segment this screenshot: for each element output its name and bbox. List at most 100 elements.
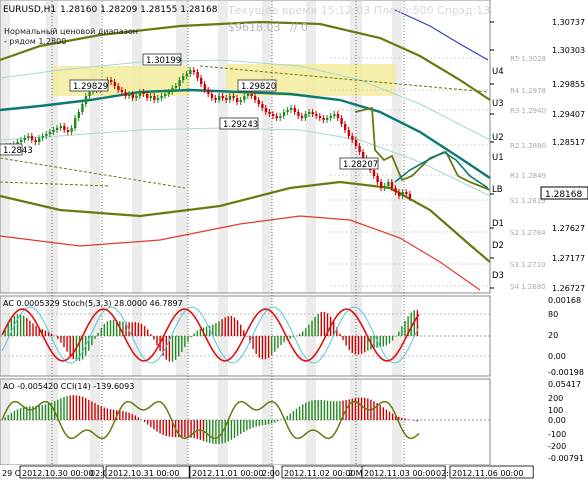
candle-body: [110, 80, 113, 82]
candle-body: [48, 132, 52, 134]
price-callout: 1.30199: [146, 56, 181, 66]
projection-ma: [394, 151, 489, 189]
candle-body: [117, 86, 120, 90]
pivot-label: S1 1.2819: [510, 197, 546, 205]
time-label-box: [189, 465, 274, 479]
ac-axis-label: 80: [548, 310, 558, 319]
pivot-label: R2 1.2880: [510, 142, 546, 150]
candle-body: [218, 96, 221, 100]
time-label: 2012.11.03 00:00: [364, 469, 435, 478]
session-band: [90, 380, 100, 465]
candle-body: [264, 108, 268, 112]
candle-body: [196, 72, 199, 78]
session-band: [306, 297, 316, 376]
candle-body: [203, 84, 206, 90]
candle-body: [135, 96, 138, 98]
candle-body: [27, 136, 30, 138]
upper-envelope: [0, 20, 491, 101]
candle-body: [153, 96, 156, 100]
level-label: U4: [492, 67, 504, 77]
candle-body: [408, 194, 412, 198]
session-band: [132, 380, 142, 465]
price-candles: [2, 67, 412, 201]
time-label: 2012.11.06 00:00: [452, 469, 523, 478]
time-label: 29 O: [2, 469, 21, 478]
candle-body: [401, 192, 404, 196]
session-band: [218, 1, 228, 293]
candle-body: [268, 112, 271, 114]
price-callout-box: [219, 117, 259, 130]
session-band: [392, 380, 402, 465]
trend-line: [0, 157, 186, 189]
candle-body: [329, 116, 332, 118]
candle-body: [347, 130, 350, 136]
candle-body: [383, 186, 386, 188]
candle-body: [23, 138, 26, 140]
candle-body: [221, 96, 224, 98]
candle-body: [286, 110, 289, 112]
axis-tick-label: 1.27177: [552, 254, 585, 263]
pivot-label: S3 1.2710: [510, 261, 546, 269]
time-label: 2012.10.31 00:00: [108, 469, 179, 478]
time-label-box: [361, 465, 446, 479]
candle-body: [297, 112, 300, 116]
ohlc-label: 1.28160 1.28209 1.28155 1.28168: [60, 5, 218, 15]
session-band: [132, 1, 142, 293]
candle-body: [34, 140, 37, 142]
channel-note-2: - рядом 1.2800: [4, 37, 66, 46]
candle-body: [207, 90, 210, 94]
price-callout: 1.29243: [223, 120, 258, 130]
price-callout: 1.2843: [3, 146, 33, 156]
current-price: 1.28168: [545, 190, 582, 200]
upper-blue-line: [394, 9, 489, 61]
pivot-label: S4 1.2680: [510, 283, 546, 291]
candle-body: [146, 94, 149, 98]
ao-axis-label: 100: [548, 406, 563, 415]
ac-panel: [0, 295, 491, 377]
candle-body: [171, 88, 174, 92]
session-band: [392, 1, 402, 293]
current-price-box: [540, 186, 588, 200]
channel-lines: [0, 9, 491, 291]
session-band: [218, 380, 228, 465]
candle-body: [182, 76, 185, 80]
pivot-label: S2 1.2784: [510, 229, 546, 237]
stoch-main: [1, 308, 420, 362]
candle-body: [380, 182, 383, 188]
ratio-label: // 0: [290, 21, 308, 34]
axis-tick-label: 1.29407: [552, 110, 585, 119]
candle-body: [66, 130, 70, 132]
level-label: U1: [492, 153, 504, 163]
candle-body: [38, 138, 41, 142]
inner-band: [0, 59, 491, 141]
candle-body: [174, 86, 178, 88]
candle-body: [138, 92, 142, 96]
candle-body: [20, 140, 23, 142]
projection-line: [354, 106, 491, 191]
ao-axis-label: -200: [548, 442, 566, 451]
candle-body: [387, 182, 390, 186]
candle-body: [300, 116, 304, 118]
candle-body: [405, 192, 408, 194]
ac-axis-label: 0.00168: [548, 296, 581, 305]
candle-body: [56, 128, 59, 130]
level-label: U3: [492, 99, 504, 109]
session-band: [306, 1, 316, 293]
candle-body: [84, 96, 88, 104]
time-label: 2012.11.02 00:00: [284, 469, 355, 478]
candle-body: [304, 114, 307, 118]
axis-tick-label: 1.29855: [552, 80, 585, 89]
time-label: 02:0: [90, 469, 108, 478]
candle-body: [394, 188, 397, 192]
trend-line: [199, 65, 489, 93]
candle-body: [243, 96, 246, 100]
candle-body: [74, 118, 77, 128]
inner-band: [0, 127, 491, 197]
candle-body: [308, 112, 311, 114]
candle-body: [167, 92, 170, 94]
price-callout-box: [69, 79, 109, 92]
candle-body: [390, 182, 394, 188]
